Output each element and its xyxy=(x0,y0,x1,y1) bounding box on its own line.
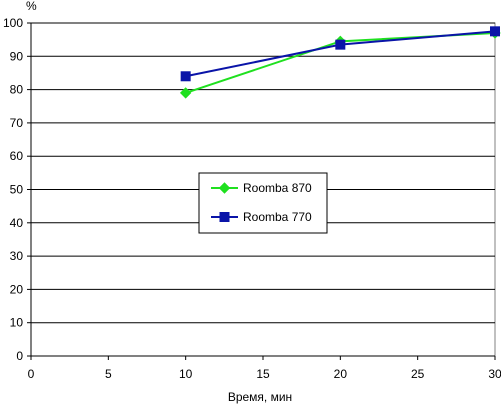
legend: Roomba 870 Roomba 770 xyxy=(198,172,328,234)
x-ticks: 0 5 10 15 20 25 30 xyxy=(28,356,501,381)
y-tick-label: 70 xyxy=(10,116,24,130)
x-tick-label: 20 xyxy=(334,367,348,381)
x-tick-label: 10 xyxy=(179,367,193,381)
y-ticks: 0 10 20 30 40 50 60 70 80 90 100 xyxy=(3,16,31,363)
y-tick-label: 30 xyxy=(10,249,24,263)
y-tick-label: 20 xyxy=(10,282,24,296)
gridlines xyxy=(31,22,495,324)
series-roomba-770 xyxy=(180,26,500,82)
legend-item: Roomba 770 xyxy=(211,210,312,224)
legend-label: Roomba 870 xyxy=(243,181,312,195)
data-point xyxy=(490,26,500,37)
legend-item: Roomba 870 xyxy=(211,181,312,195)
x-tick-label: 30 xyxy=(488,367,501,381)
y-tick-label: 40 xyxy=(10,216,24,230)
y-tick-label: 80 xyxy=(10,83,24,97)
legend-marker xyxy=(219,212,230,222)
x-tick-label: 5 xyxy=(105,367,112,381)
y-tick-label: 60 xyxy=(10,149,24,163)
data-point xyxy=(179,87,192,99)
legend-box xyxy=(198,172,328,234)
legend-label: Roomba 770 xyxy=(243,210,312,224)
x-tick-label: 15 xyxy=(256,367,270,381)
y-tick-label: 10 xyxy=(10,316,24,330)
y-axis-title: % xyxy=(26,0,37,13)
x-tick-label: 25 xyxy=(411,367,425,381)
series-layer xyxy=(179,26,501,99)
data-point xyxy=(180,71,191,82)
x-axis-title: Время, мин xyxy=(228,390,292,404)
legend-items: Roomba 870 Roomba 770 xyxy=(211,181,312,224)
y-tick-label: 50 xyxy=(10,183,24,197)
data-point xyxy=(335,39,346,50)
y-tick-label: 100 xyxy=(3,16,23,30)
y-tick-label: 0 xyxy=(16,349,23,363)
legend-marker xyxy=(218,182,231,194)
y-tick-label: 90 xyxy=(10,49,24,63)
x-tick-label: 0 xyxy=(28,367,35,381)
